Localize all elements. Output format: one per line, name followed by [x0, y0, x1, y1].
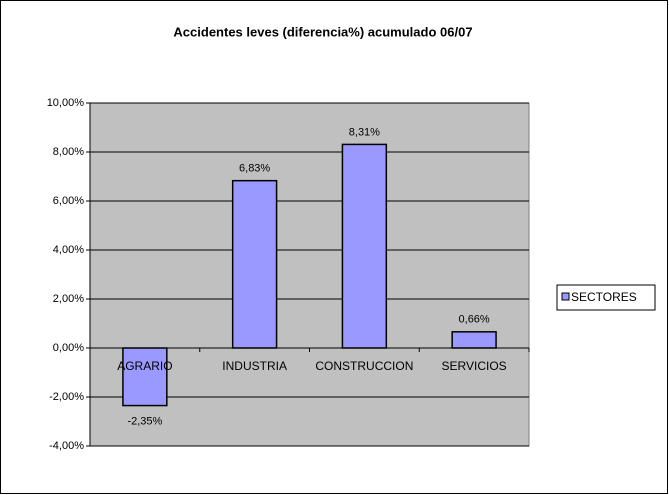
y-tick-label: -2,00% [49, 391, 84, 403]
y-tick-label: 0,00% [53, 342, 84, 354]
y-tick-label: 4,00% [53, 244, 84, 256]
y-tick-label: 2,00% [53, 293, 84, 305]
x-tick-label: CONSTRUCCION [315, 359, 413, 373]
data-label: 8,31% [349, 126, 380, 138]
legend-swatch [561, 292, 570, 301]
y-tick-label: 10,00% [47, 97, 85, 109]
data-label: 0,66% [459, 314, 490, 326]
y-tick-label: -4,00% [49, 440, 84, 452]
bar [341, 143, 388, 349]
y-tick-label: 8,00% [53, 146, 84, 158]
data-label: -2,35% [127, 415, 162, 427]
y-tick-label: 6,00% [53, 195, 84, 207]
legend-box [556, 284, 656, 311]
x-tick-label: SERVICIOS [442, 359, 507, 373]
bar [231, 179, 278, 349]
chart-title: Accidentes leves (diferencia%) acumulado… [173, 24, 472, 39]
legend-label: SECTORES [571, 290, 637, 304]
bar [122, 347, 168, 407]
data-label: 6,83% [239, 163, 270, 175]
x-tick-label: AGRARIO [117, 359, 172, 373]
bar [451, 331, 497, 349]
x-tick-label: INDUSTRIA [222, 359, 287, 373]
